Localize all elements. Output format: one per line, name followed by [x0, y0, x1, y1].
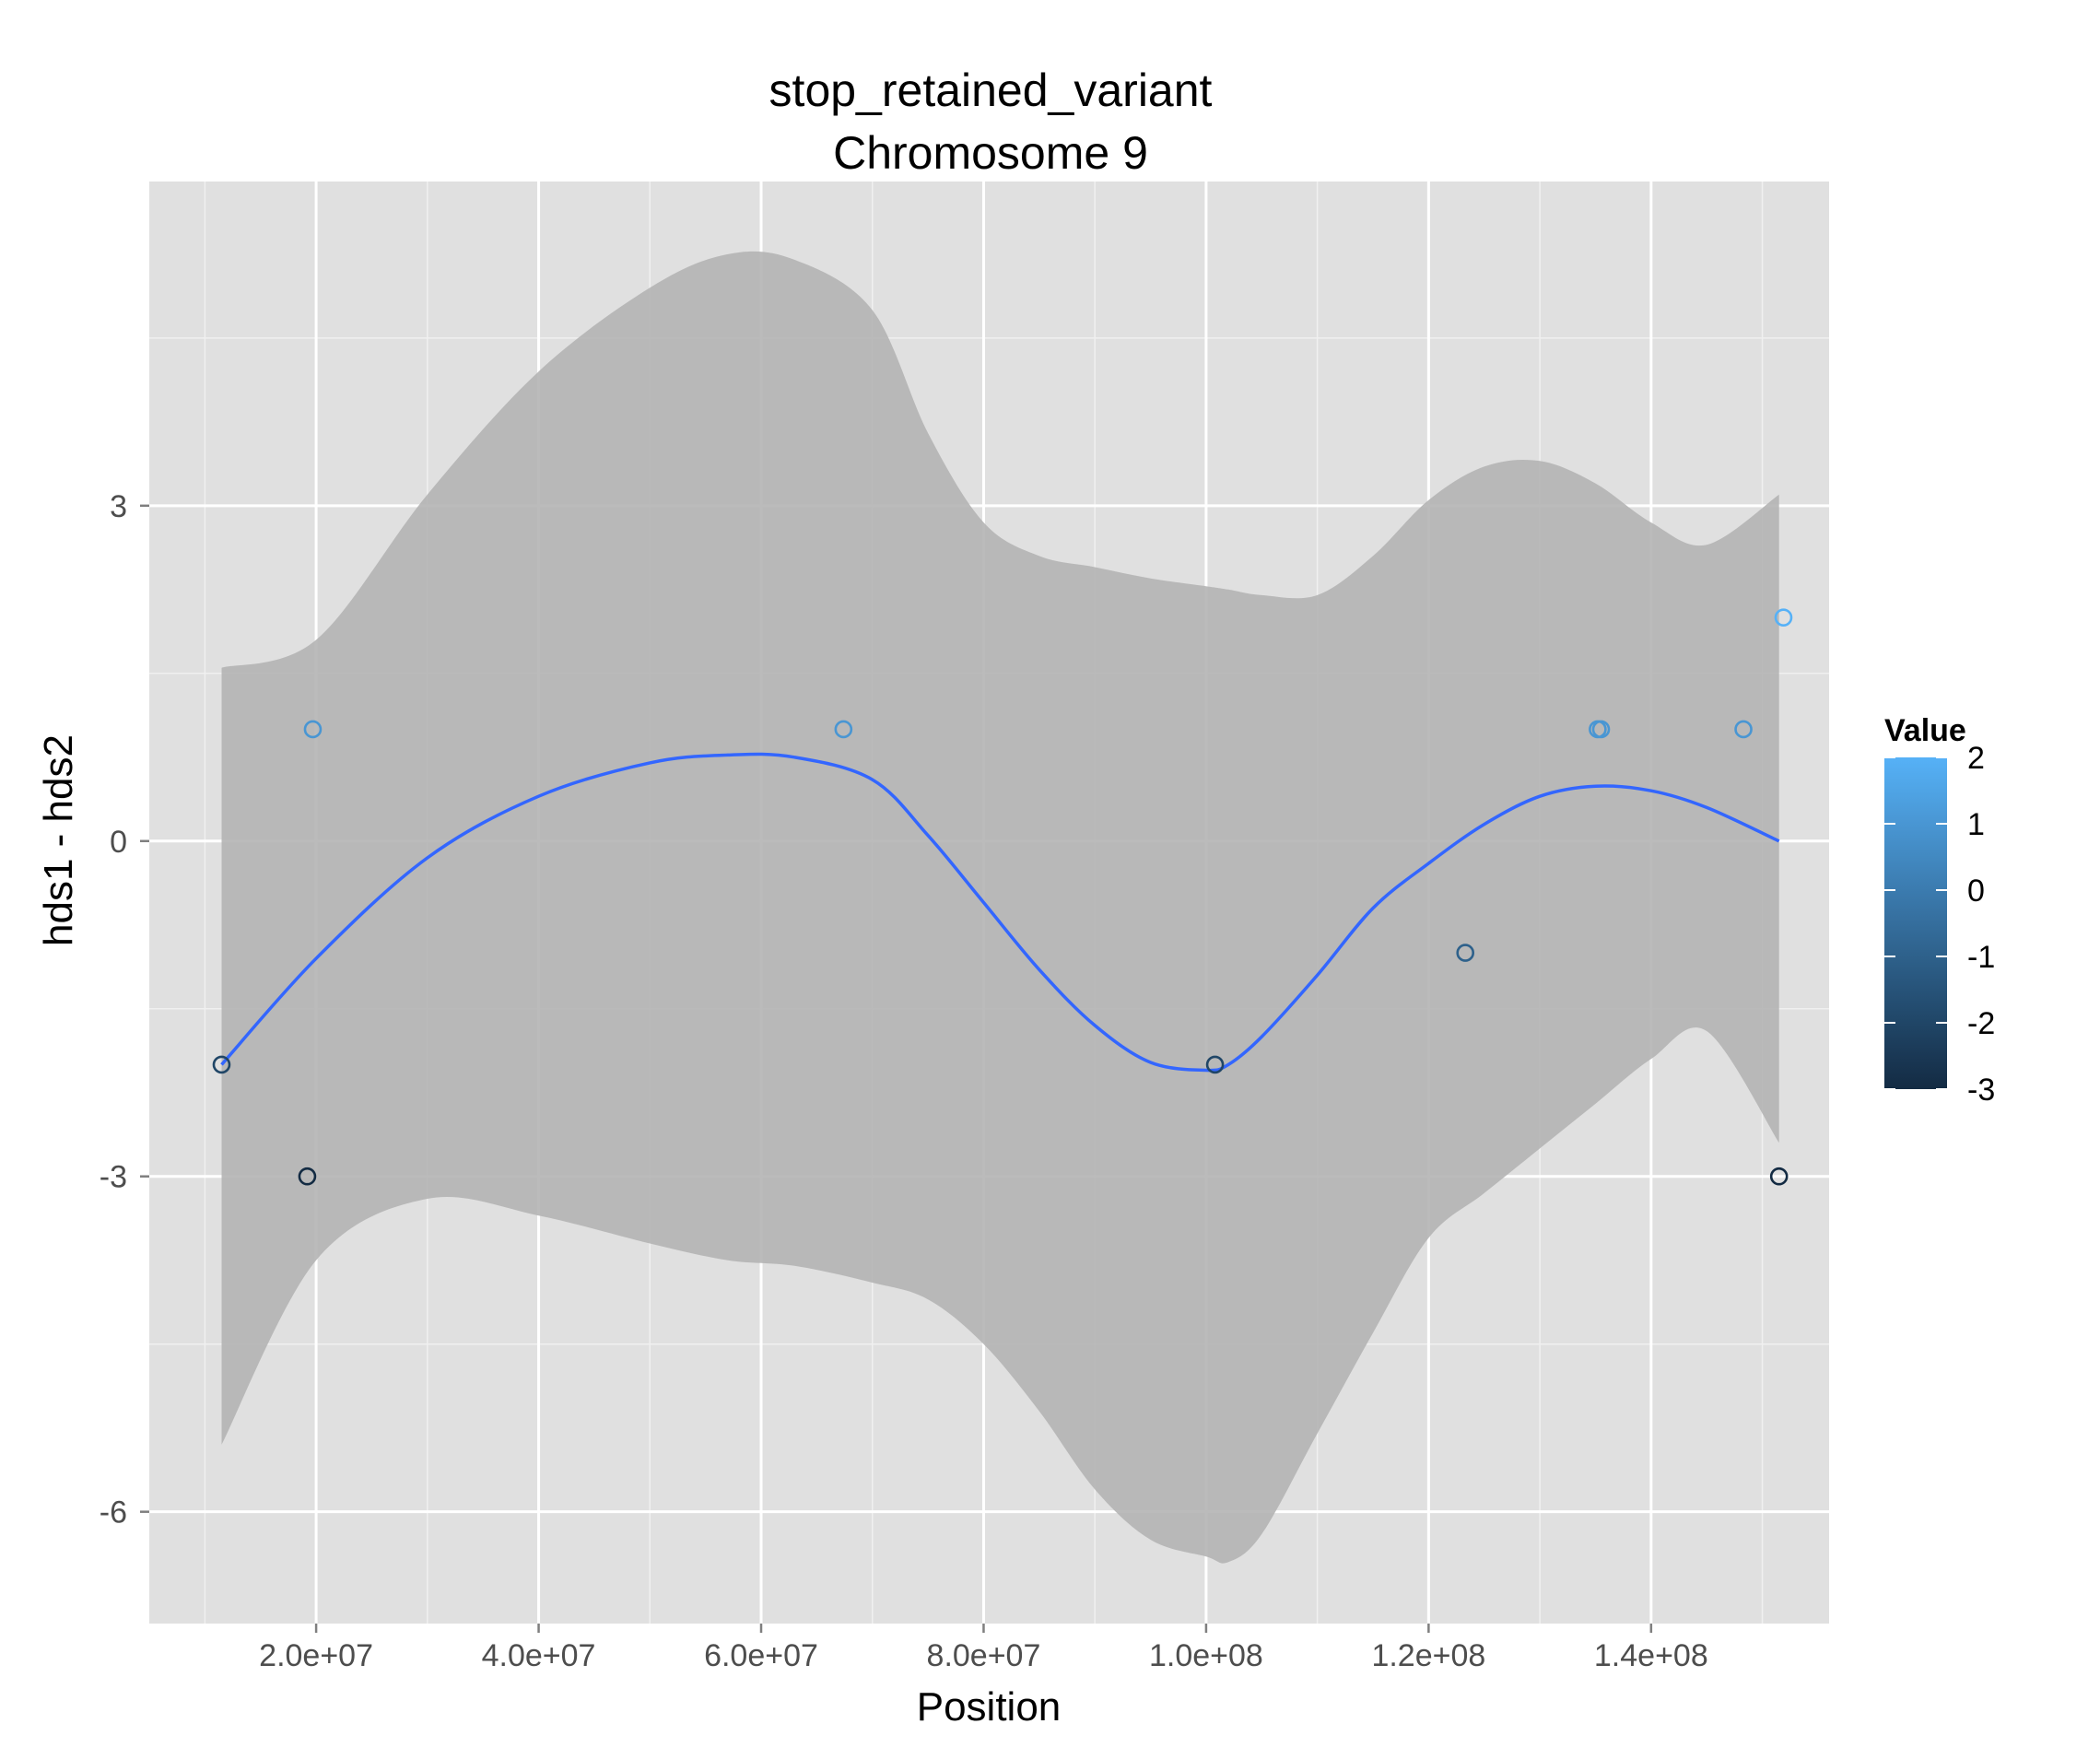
- axes: 2.0e+07 4.0e+07 6.0e+07 8.0e+07 1.0e+08 1.2e+…: [100, 489, 1708, 1673]
- legend-label: -1: [1967, 940, 1995, 975]
- x-axis-title: Position: [917, 1684, 1062, 1730]
- y-tick-label: -6: [100, 1495, 127, 1530]
- x-tick-label: 1.4e+08: [1594, 1638, 1708, 1673]
- data-point: [1205, 1055, 1225, 1074]
- legend: Value 2 1 0 -1 -2 -3: [1884, 713, 1995, 1108]
- data-point: [1769, 1167, 1789, 1186]
- plot-area: [149, 182, 1829, 1624]
- legend-label: 2: [1967, 741, 1985, 776]
- data-point: [834, 720, 853, 739]
- data-point: [1456, 944, 1475, 962]
- y-tick-label: 0: [110, 825, 127, 860]
- legend-title: Value: [1884, 713, 1966, 748]
- legend-label: 1: [1967, 807, 1985, 842]
- confidence-ribbon: [221, 251, 1779, 1564]
- x-tick-label: 8.0e+07: [927, 1638, 1041, 1673]
- chart-title: stop_retained_variant: [769, 64, 1213, 116]
- data-point: [1774, 608, 1793, 627]
- x-tick-label: 4.0e+07: [482, 1638, 596, 1673]
- legend-label: 0: [1967, 874, 1985, 909]
- x-tick-label: 2.0e+07: [259, 1638, 373, 1673]
- y-axis-title: hds1 - hds2: [36, 734, 81, 946]
- chart-subtitle: Chromosome 9: [833, 127, 1148, 179]
- x-tick-label: 1.2e+08: [1371, 1638, 1485, 1673]
- legend-colorbar: [1884, 757, 1947, 1089]
- x-tick-label: 6.0e+07: [704, 1638, 818, 1673]
- y-tick-label: -3: [100, 1160, 127, 1195]
- data-point: [298, 1167, 317, 1186]
- y-tick-label: 3: [110, 489, 127, 524]
- data-point: [1591, 720, 1611, 739]
- legend-label: -2: [1967, 1006, 1995, 1041]
- legend-label: -3: [1967, 1073, 1995, 1108]
- smooth-line: [220, 752, 1780, 1073]
- x-tick-label: 1.0e+08: [1149, 1638, 1263, 1673]
- data-point: [1734, 720, 1753, 739]
- data-point: [212, 1055, 231, 1074]
- data-point: [303, 720, 323, 739]
